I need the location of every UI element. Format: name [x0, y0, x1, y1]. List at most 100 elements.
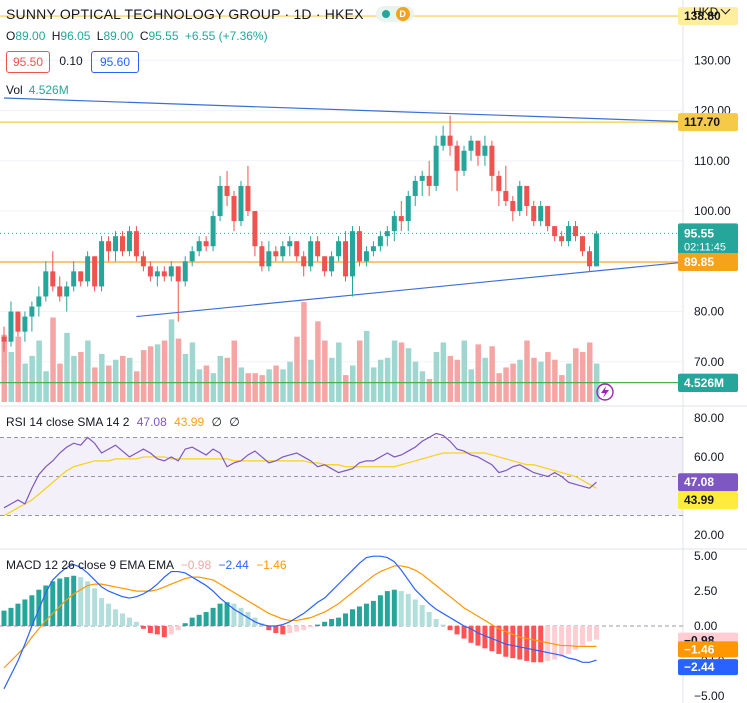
- volume-bar: [356, 340, 363, 402]
- macd-histogram-bar: [168, 626, 174, 635]
- volume-bar: [329, 357, 335, 402]
- macd-histogram-bar: [1, 610, 7, 626]
- candle-body: [545, 206, 551, 227]
- macd-histogram-bar: [531, 626, 537, 663]
- rsi-sma-value: 43.99: [174, 415, 205, 429]
- volume-bar: [266, 369, 272, 402]
- macd-histogram-bar: [412, 599, 418, 626]
- macd-histogram-bar: [454, 626, 460, 635]
- candle-body: [370, 246, 376, 252]
- low-label: L: [96, 29, 104, 43]
- volume-legend: Vol 4.526M: [6, 83, 69, 97]
- macd-legend: MACD 12 26 close 9 EMA EMA −0.98 −2.44 −…: [6, 558, 287, 572]
- volume-bar: [370, 367, 377, 402]
- candle-body: [517, 185, 523, 212]
- macd-histogram-bar: [475, 626, 481, 646]
- candle-body: [113, 236, 119, 252]
- macd-histogram-bar: [566, 626, 572, 654]
- candle-body: [294, 241, 300, 257]
- macd-histogram-bar: [461, 626, 467, 639]
- candle-body: [224, 185, 230, 196]
- volume-label: Vol: [6, 83, 23, 97]
- macd-histogram-bar: [496, 626, 502, 654]
- rsi-axis-value: 47.08: [684, 475, 714, 489]
- candle-body: [57, 286, 63, 297]
- candle-body: [8, 311, 14, 342]
- candle-body: [461, 150, 467, 171]
- candle-body: [468, 140, 474, 151]
- close-value: 95.55: [148, 29, 179, 43]
- rsi-label: RSI 14 close SMA 14 2: [6, 415, 130, 429]
- buy-price-button[interactable]: 95.60: [91, 51, 139, 73]
- level-89-label: 89.85: [684, 255, 714, 269]
- volume-bar: [113, 359, 119, 402]
- level-89-label-bg: [678, 253, 738, 272]
- volume-bar: [217, 355, 224, 402]
- candle-body: [36, 296, 42, 307]
- rsi-line: [3, 432, 597, 509]
- volume-bar: [454, 359, 461, 402]
- macd-histogram-bar: [405, 593, 411, 626]
- macd-histogram-bar: [377, 595, 383, 626]
- macd-histogram-bar: [238, 607, 244, 626]
- volume-bar: [350, 365, 356, 402]
- level-138-label-bg: [678, 7, 738, 26]
- volume-bar: [419, 371, 426, 402]
- macd-histogram-bar: [573, 626, 579, 650]
- volume-bar: [489, 346, 495, 402]
- macd-histogram-bar: [391, 589, 397, 626]
- volume-bar: [433, 352, 440, 402]
- candle-body: [412, 180, 418, 196]
- market-status-badge[interactable]: D: [375, 6, 414, 23]
- rsi-tick-label: 60.00: [694, 450, 724, 464]
- volume-bar: [531, 357, 537, 402]
- candle-body: [350, 231, 355, 277]
- high-label: H: [51, 29, 61, 43]
- macd-histogram-bar: [593, 626, 599, 640]
- sell-price-button[interactable]: 95.50: [6, 51, 50, 73]
- candle-body: [552, 226, 558, 237]
- volume-bar: [36, 340, 42, 402]
- macd-line: [3, 555, 597, 690]
- candle-body: [203, 241, 209, 247]
- rsi-band: [0, 437, 683, 516]
- volume-bar: [119, 355, 126, 402]
- volume-bar: [503, 367, 509, 402]
- macd-histogram-bar: [71, 575, 77, 626]
- macd-histogram-bar: [322, 621, 328, 626]
- candle-body: [315, 241, 321, 257]
- macd-histogram-bar: [182, 623, 188, 626]
- candle-body: [273, 251, 279, 257]
- volume-bar: [308, 359, 314, 402]
- candle-body: [99, 241, 105, 287]
- candle-body: [92, 256, 98, 287]
- candle-body: [22, 316, 28, 332]
- candle-body: [71, 271, 77, 287]
- macd-signal-bg: [678, 641, 738, 658]
- currency-selector[interactable]: HKD: [693, 4, 731, 19]
- volume-bar: [175, 338, 182, 402]
- volume-bar: [1, 334, 7, 402]
- macd-histogram-bar: [78, 577, 84, 626]
- macd-histogram-bar: [510, 626, 516, 659]
- rsi-na-2: ∅: [229, 415, 240, 429]
- candle-body: [586, 251, 592, 267]
- price-tick-label: 130.00: [694, 53, 731, 67]
- macd-histogram-bar: [503, 626, 509, 657]
- candle-body: [475, 140, 481, 156]
- symbol-title[interactable]: SUNNY OPTICAL TECHNOLOGY GROUP · 1D · HK…: [6, 6, 364, 22]
- macd-histogram-bar: [301, 626, 307, 631]
- candle-body: [175, 266, 181, 282]
- macd-histogram-bar: [175, 626, 181, 631]
- volume-bar: [133, 371, 140, 402]
- volume-bar: [559, 375, 565, 402]
- candle-body: [29, 306, 35, 317]
- macd-histogram-bar: [126, 617, 132, 626]
- candle-body: [78, 271, 84, 282]
- volume-bar: [496, 373, 502, 402]
- last-price-label: 95.55: [684, 226, 714, 240]
- volume-bar: [15, 336, 21, 402]
- rsi-tick-label: 80.00: [694, 411, 724, 425]
- macd-histogram-bar: [586, 626, 592, 642]
